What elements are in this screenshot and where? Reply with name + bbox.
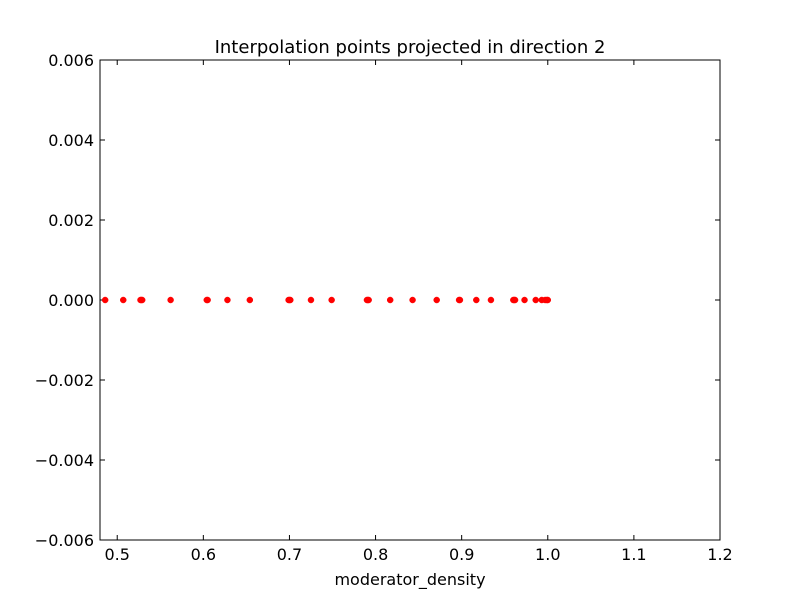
data-point: [224, 296, 231, 304]
x-tick-label: 0.5: [104, 545, 129, 564]
x-axis-label: moderator_density: [334, 570, 485, 590]
data-point: [246, 296, 254, 304]
data-point: [386, 296, 394, 304]
data-point: [307, 296, 315, 304]
plot-frame: [99, 59, 721, 541]
x-tick-label: 1.2: [707, 545, 732, 564]
y-tick-label: 0.004: [48, 131, 94, 150]
x-tick-label: 0.7: [277, 545, 302, 564]
data-point: [287, 296, 294, 304]
data-point: [544, 296, 552, 304]
x-tick-label: 0.8: [363, 545, 388, 564]
data-point: [138, 296, 146, 304]
data-point: [365, 296, 372, 304]
x-tick-label: 1.1: [621, 545, 646, 564]
x-tick-label: 0.6: [191, 545, 216, 564]
plot-area: 0.5 0.6 0.7 0.8 0.9 1.0 1.1 1.2 0.006 0.004 0.002 0…: [35, 51, 733, 564]
data-point: [101, 296, 109, 304]
data-point: [511, 296, 519, 304]
data-point: [473, 296, 480, 304]
x-tick-label: 0.9: [449, 545, 474, 564]
data-point: [409, 296, 416, 304]
data-point: [120, 296, 127, 304]
data-point: [328, 296, 335, 304]
y-tick-label: −0.006: [35, 531, 94, 550]
data-point: [532, 296, 539, 304]
data-point: [521, 296, 528, 304]
y-tick-label: 0.002: [48, 211, 94, 230]
y-tick-label: 0.006: [48, 51, 94, 70]
data-point: [167, 296, 174, 304]
y-tick-label: −0.002: [35, 371, 94, 390]
chart-title: Interpolation points projected in direct…: [215, 37, 606, 58]
y-tick-label: −0.004: [35, 451, 94, 470]
data-point: [456, 296, 464, 304]
x-tick-label: 1.0: [535, 545, 560, 564]
data-point: [204, 296, 211, 304]
data-point: [487, 296, 495, 304]
y-tick-label: 0.000: [48, 291, 94, 310]
data-point: [433, 296, 440, 304]
